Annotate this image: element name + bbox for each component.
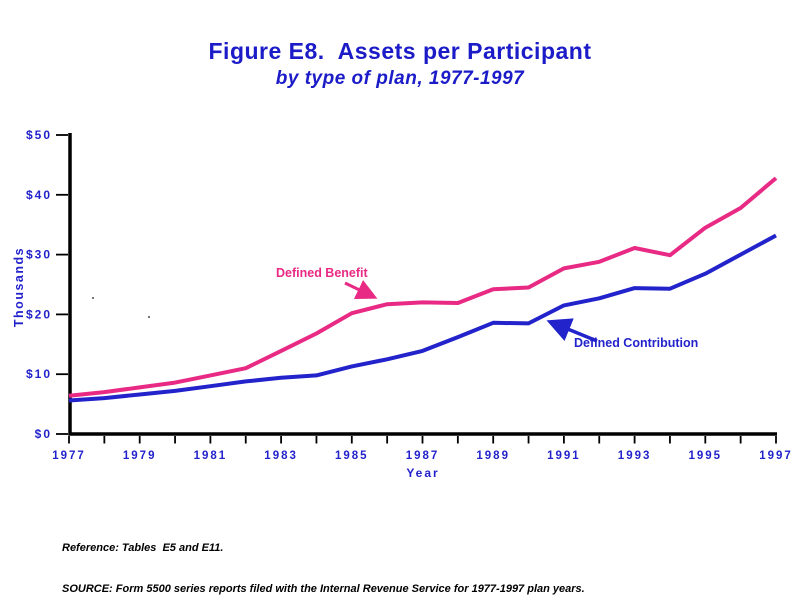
y-tick-label: $40 [26, 188, 52, 202]
chart-subtitle: by type of plan, 1977-1997 [275, 68, 525, 89]
x-tick-label: 1993 [618, 450, 652, 462]
footnote-block: Reference: Tables E5 and E11. SOURCE: Fo… [62, 515, 585, 600]
axis-lines [68, 133, 777, 436]
x-axis-title: Year [406, 466, 440, 480]
x-tick-label: 1995 [689, 450, 723, 462]
source-note: SOURCE: Form 5500 series reports filed w… [62, 582, 585, 595]
y-tick-label: $50 [26, 128, 52, 142]
y-tick-label: $10 [26, 367, 52, 381]
defined-contribution-line [68, 233, 777, 403]
x-tick-label: 1987 [406, 450, 440, 462]
x-tick-label: 1991 [547, 450, 581, 462]
x-tick-label: 1977 [52, 450, 86, 462]
stray-mark [92, 297, 94, 299]
annotation-defined-benefit: Defined Benefit [276, 266, 368, 280]
x-tick-label: 1981 [194, 450, 228, 462]
reference-note: Reference: Tables E5 and E11. [62, 542, 224, 554]
stray-mark [148, 316, 150, 318]
y-axis-title: Thousands [12, 246, 26, 328]
x-tick-label: 1985 [335, 450, 369, 462]
y-tick-label: $20 [26, 307, 52, 321]
chart-title: Figure E8. Assets per Participant [208, 38, 592, 64]
x-tick-label: 1983 [264, 450, 298, 462]
defined-contribution-arrow [546, 318, 598, 343]
x-tick-label: 1979 [123, 450, 157, 462]
x-tick-label: 1997 [759, 450, 793, 462]
defined-benefit-arrow [344, 280, 378, 299]
y-tick-label: $30 [26, 248, 52, 262]
annotation-defined-contribution: Defined Contribution [574, 336, 699, 350]
x-tick-label: 1989 [476, 450, 510, 462]
defined-benefit-line [68, 176, 778, 398]
y-tick-label: $0 [35, 427, 52, 441]
